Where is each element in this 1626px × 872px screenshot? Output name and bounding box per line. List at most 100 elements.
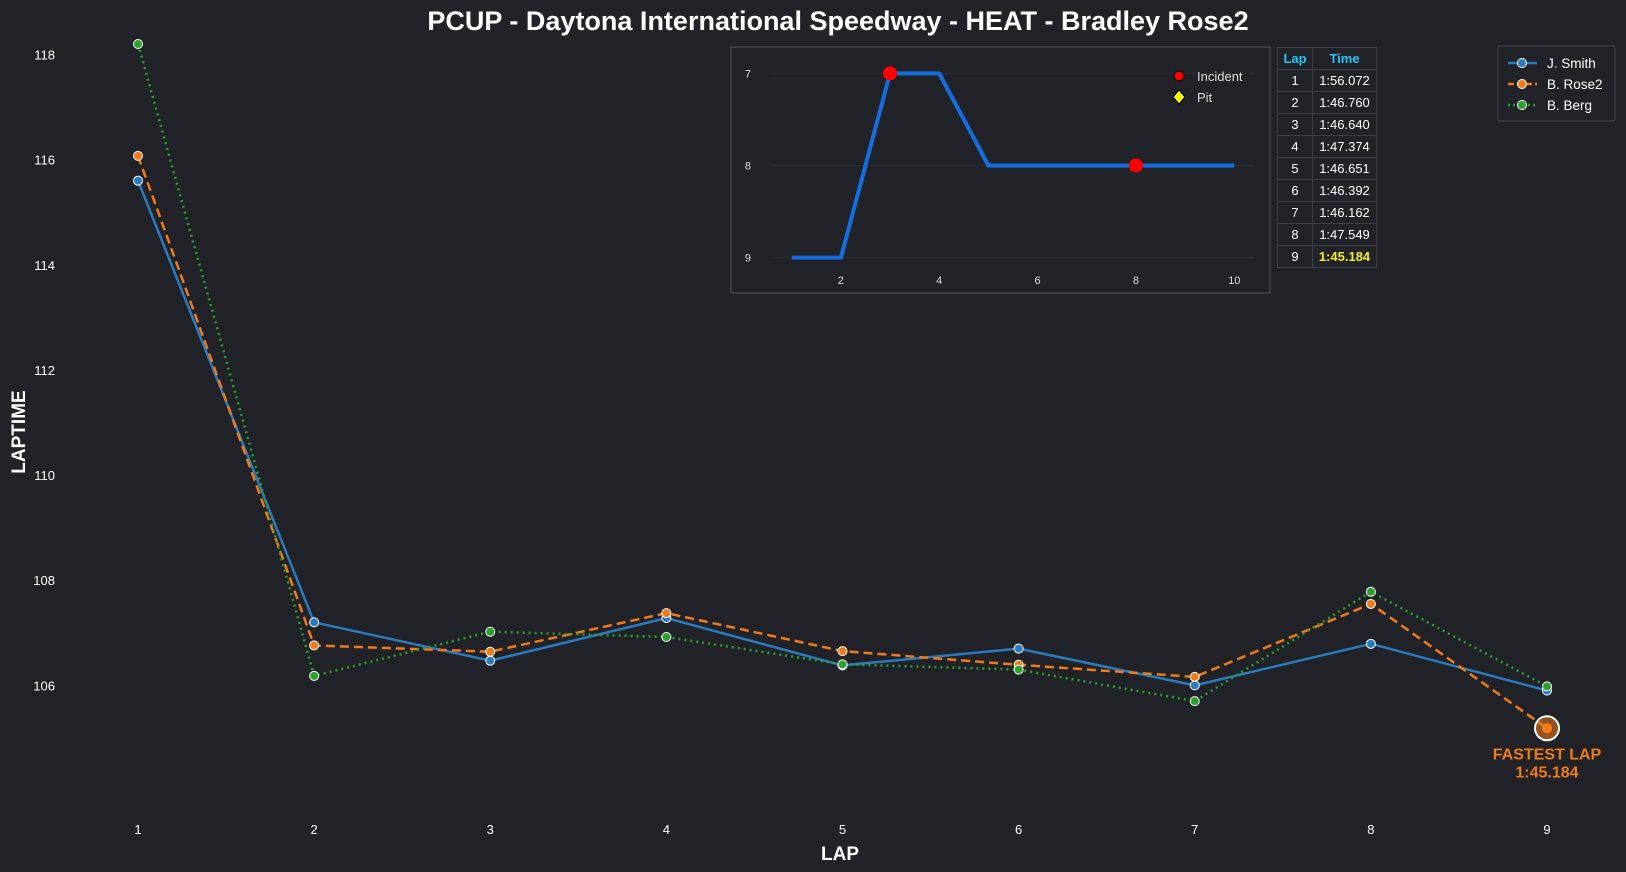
table-header-row: Lap Time: [1277, 47, 1377, 70]
data-point-b-rose2: [485, 646, 496, 657]
table-row: 8 1:47.549: [1277, 223, 1377, 246]
table-cell-lap: 6: [1277, 179, 1313, 202]
inset-x-tick-label: 4: [936, 275, 942, 287]
legend-label: B. Rose2: [1547, 77, 1603, 92]
main-legend: J. Smith B. Rose2 B. Berg: [1497, 45, 1616, 122]
data-point-b-rose2: [1189, 671, 1200, 682]
legend-box: [1497, 45, 1616, 122]
table-cell-time: 1:47.374: [1312, 135, 1377, 158]
data-point-b-berg: [837, 659, 848, 670]
y-tick-label: 108: [33, 573, 55, 588]
inset-frame: [730, 46, 1271, 294]
fastest-lap-label: FASTEST LAP: [1493, 746, 1602, 763]
x-tick-label: 2: [311, 822, 318, 837]
inset-y-tick-label: 7: [745, 68, 751, 80]
pit-legend-icon: [1172, 89, 1186, 105]
data-point-j-smith: [1013, 643, 1024, 654]
incident-marker: [883, 66, 898, 81]
data-point-b-rose2: [837, 646, 848, 657]
x-tick-label: 1: [134, 822, 141, 837]
data-point-b-berg: [661, 632, 672, 643]
x-tick-label: 8: [1367, 822, 1374, 837]
x-tick-label: 4: [663, 822, 670, 837]
table-cell-time: 1:46.640: [1312, 113, 1377, 136]
y-tick-label: 116: [34, 153, 55, 168]
table-cell-lap: 2: [1277, 91, 1313, 114]
inset-legend-label: Incident: [1197, 69, 1243, 84]
x-tick-label: 6: [1015, 822, 1022, 837]
table-row: 3 1:46.640: [1277, 113, 1377, 136]
data-point-b-rose2: [661, 608, 672, 619]
incident-legend-icon: [1173, 70, 1185, 82]
data-point-b-berg: [1542, 681, 1552, 692]
data-point-b-berg: [1365, 586, 1376, 597]
table-row: 2 1:46.760: [1277, 91, 1377, 114]
data-point-b-rose2: [133, 150, 143, 161]
position-line: [791, 71, 1235, 260]
data-point-j-smith: [1365, 638, 1376, 649]
y-tick-label: 114: [34, 258, 55, 273]
data-point-j-smith: [309, 617, 320, 628]
table-cell-lap: 9: [1277, 245, 1313, 268]
table-row: 6 1:46.392: [1277, 179, 1377, 202]
table-cell-lap: 4: [1277, 135, 1313, 158]
legend-marker: [1517, 58, 1527, 68]
data-point-j-smith: [1189, 680, 1200, 691]
table-cell-time: 1:46.760: [1312, 91, 1377, 114]
table-cell-lap: 8: [1277, 223, 1313, 246]
data-point-b-berg: [133, 39, 143, 49]
inset-y-tick-label: 9: [745, 253, 751, 265]
table-cell-time: 1:46.651: [1312, 157, 1377, 180]
table-row: 1 1:56.072: [1277, 69, 1377, 92]
y-tick-label: 118: [34, 48, 55, 63]
table-cell-time-best: 1:45.184: [1312, 245, 1377, 268]
table-row-best: 9 1:45.184: [1277, 245, 1377, 268]
incident-marker: [1128, 158, 1143, 173]
table-cell-time: 1:46.392: [1312, 179, 1377, 202]
table-cell-time: 1:56.072: [1312, 69, 1377, 92]
data-point-b-berg: [1189, 696, 1200, 707]
data-point-b-rose2: [1365, 598, 1376, 609]
data-point-b-rose2: [309, 640, 320, 651]
y-axis-label: LAPTIME: [9, 390, 30, 473]
x-axis-label: LAP: [821, 844, 859, 865]
legend-label: J. Smith: [1547, 56, 1596, 71]
table-cell-lap: 3: [1277, 113, 1313, 136]
y-tick-label: 110: [34, 468, 55, 483]
x-tick-label: 9: [1543, 822, 1550, 837]
data-point-b-berg: [1013, 664, 1024, 675]
table-cell-time: 1:47.549: [1312, 223, 1377, 246]
lap-times-table: Lap Time 1 1:56.072 2 1:46.760 3 1:46.640 4…: [1277, 47, 1377, 268]
x-tick-label: 3: [487, 822, 494, 837]
inset-x-tick-label: 10: [1228, 275, 1240, 287]
inset-x-tick-label: 6: [1035, 275, 1041, 287]
table-cell-lap: 1: [1277, 69, 1313, 92]
legend-marker: [1517, 79, 1527, 89]
table-cell-lap: 7: [1277, 201, 1313, 224]
position-inset-chart: 7 8 9 2 4 6 8 10 Incident Pit: [730, 46, 1271, 294]
data-point-j-smith: [133, 175, 143, 186]
inset-y-tick-label: 8: [745, 161, 751, 173]
inset-legend-label: Pit: [1197, 90, 1213, 105]
legend-marker: [1517, 100, 1527, 110]
table-row: 5 1:46.651: [1277, 157, 1377, 180]
data-point-b-berg: [485, 626, 496, 637]
data-point-b-berg: [309, 670, 320, 681]
inset-x-tick-label: 8: [1133, 275, 1139, 287]
trophy-icon: [1542, 723, 1552, 734]
table-cell-lap: 5: [1277, 157, 1313, 180]
table-header-time: Time: [1312, 47, 1377, 70]
x-tick-label: 5: [839, 822, 846, 837]
legend-label: B. Berg: [1547, 98, 1592, 113]
y-tick-label: 106: [33, 678, 55, 693]
fastest-lap-time: 1:45.184: [1515, 764, 1578, 781]
x-tick-label: 7: [1191, 822, 1198, 837]
table-cell-time: 1:46.162: [1312, 201, 1377, 224]
data-point-j-smith: [485, 655, 496, 666]
inset-x-tick-label: 2: [838, 275, 844, 287]
table-row: 7 1:46.162: [1277, 201, 1377, 224]
table-row: 4 1:47.374: [1277, 135, 1377, 158]
y-tick-label: 112: [34, 363, 55, 378]
